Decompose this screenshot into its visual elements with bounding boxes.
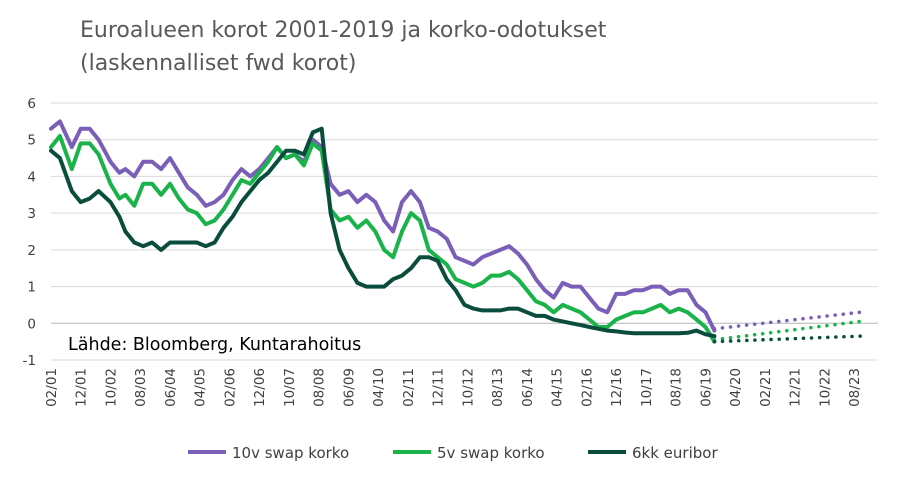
x-tick-label: 10/17 bbox=[639, 368, 655, 407]
forecast-line-6kk-euribor bbox=[712, 334, 862, 344]
x-tick-label: 02/11 bbox=[401, 368, 417, 407]
x-tick-label: 04/10 bbox=[371, 368, 387, 407]
x-tick-label: 02/01 bbox=[44, 368, 60, 407]
x-tick-label: 12/06 bbox=[252, 368, 268, 407]
x-tick-label: 06/19 bbox=[698, 368, 714, 407]
x-tick-label: 10/22 bbox=[817, 368, 833, 407]
series-line-6kk-euribor bbox=[49, 126, 717, 339]
y-tick-label: 0 bbox=[27, 316, 36, 332]
chart-title-line1: Euroalueen korot 2001-2019 ja korko-odot… bbox=[80, 18, 607, 43]
x-tick-label: 10/12 bbox=[460, 368, 476, 407]
source-note: Lähde: Bloomberg, Kuntarahoitus bbox=[68, 335, 361, 355]
forecast-lines bbox=[712, 310, 862, 344]
x-tick-label: 02/21 bbox=[758, 368, 774, 407]
y-tick-label: 5 bbox=[27, 133, 36, 149]
legend-label: 10v swap korko bbox=[232, 444, 349, 462]
forecast-line-5v-swap-korko bbox=[712, 319, 862, 342]
x-tick-label: 06/04 bbox=[163, 368, 179, 407]
series-line-5v-swap-korko bbox=[49, 134, 717, 344]
x-tick-label: 04/05 bbox=[193, 368, 209, 407]
x-tick-label: 04/15 bbox=[550, 368, 566, 407]
x-tick-label: 08/03 bbox=[133, 368, 149, 407]
legend: 10v swap korko 5v swap korko 6kk euribor bbox=[188, 444, 718, 462]
x-tick-label: 10/02 bbox=[103, 368, 119, 407]
x-tick-label: 08/23 bbox=[847, 368, 863, 407]
y-tick-label: -1 bbox=[23, 353, 36, 369]
legend-label: 6kk euribor bbox=[632, 444, 718, 462]
x-tick-label: 10/07 bbox=[282, 368, 298, 407]
y-tick-label: 4 bbox=[27, 169, 36, 185]
y-tick-label: 6 bbox=[27, 96, 36, 112]
x-tick-label: 02/06 bbox=[222, 368, 238, 407]
x-tick-label: 12/21 bbox=[788, 368, 804, 407]
y-tick-label: 3 bbox=[27, 206, 36, 222]
legend-label: 5v swap korko bbox=[437, 444, 545, 462]
gridlines bbox=[51, 102, 878, 361]
x-tick-label: 08/08 bbox=[312, 368, 328, 407]
series-lines bbox=[49, 119, 717, 344]
x-tick-label: 06/09 bbox=[341, 368, 357, 407]
x-tick-label: 12/11 bbox=[431, 368, 447, 407]
y-tick-label: 1 bbox=[27, 280, 36, 296]
series-line-10v-swap-korko bbox=[49, 119, 717, 333]
x-tick-label: 12/01 bbox=[74, 368, 90, 407]
x-tick-label: 04/20 bbox=[728, 368, 744, 407]
x-tick-label: 08/18 bbox=[669, 368, 685, 407]
chart-title-line2: (laskennalliset fwd korot) bbox=[80, 51, 356, 76]
y-tick-label: 2 bbox=[27, 243, 36, 259]
x-axis: 02/01 12/01 10/02 08/03 06/04 04/05 02/06 12/06… bbox=[44, 322, 878, 407]
x-tick-label: 06/14 bbox=[520, 368, 536, 407]
x-tick-label: 08/13 bbox=[490, 368, 506, 407]
x-tick-label: 12/16 bbox=[609, 368, 625, 407]
x-tick-label: 02/16 bbox=[579, 368, 595, 407]
y-axis-ticks: -1 0 1 2 3 4 5 6 bbox=[23, 96, 36, 369]
forecast-line-10v-swap-korko bbox=[712, 310, 862, 331]
